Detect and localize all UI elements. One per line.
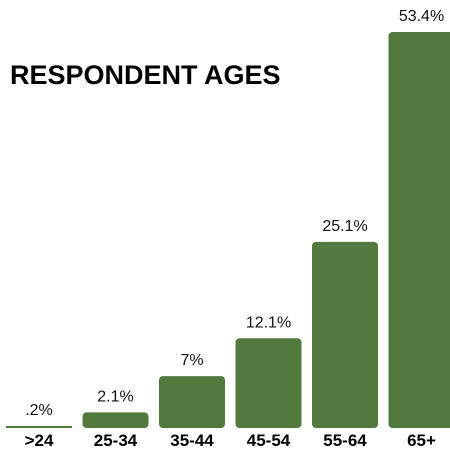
x-tick-label-65+: 65+ — [407, 431, 436, 450]
bar-25-34 — [82, 412, 149, 428]
bars-group — [6, 32, 450, 428]
data-label-25-34: 2.1% — [97, 388, 133, 405]
data-label-45-54: 12.1% — [246, 314, 291, 331]
x-tick-labels-group: >24 25-34 35-44 45-54 55-64 65+ — [25, 431, 436, 450]
data-label-55-64: 25.1% — [322, 218, 367, 235]
bar-45-54 — [235, 338, 302, 428]
x-tick-label-45-54: 45-54 — [247, 431, 291, 450]
data-label->24: .2% — [25, 402, 53, 419]
x-tick-label-35-44: 35-44 — [170, 431, 214, 450]
x-tick-label->24: >24 — [25, 431, 54, 450]
chart-title: RESPONDENT AGES — [10, 60, 281, 90]
x-tick-label-55-64: 55-64 — [323, 431, 367, 450]
data-label-35-44: 7% — [180, 352, 203, 369]
x-tick-label-25-34: 25-34 — [94, 431, 138, 450]
bar-65+ — [388, 32, 450, 428]
data-labels-group: .2% 2.1% 7% 12.1% 25.1% 53.4% — [25, 8, 444, 419]
bar->24 — [6, 426, 72, 428]
bar-35-44 — [159, 376, 225, 428]
bar-55-64 — [312, 241, 378, 428]
data-label-65+: 53.4% — [399, 8, 444, 25]
